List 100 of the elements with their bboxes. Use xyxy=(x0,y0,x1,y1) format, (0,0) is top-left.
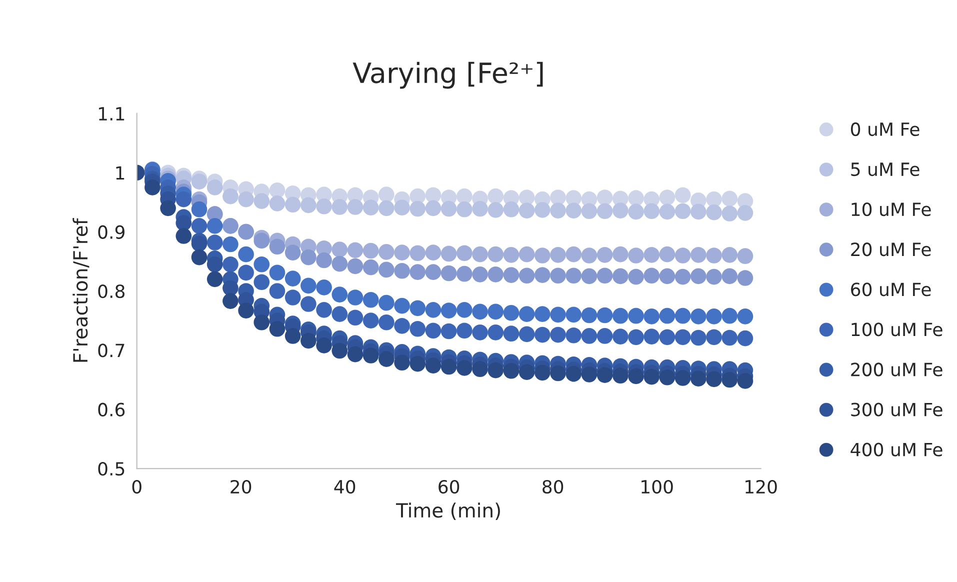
point xyxy=(362,259,379,276)
point xyxy=(628,368,644,384)
x-tick-label: 60 xyxy=(438,480,460,494)
point xyxy=(284,270,301,286)
point xyxy=(612,368,628,384)
point xyxy=(362,348,379,364)
point xyxy=(674,203,691,220)
point xyxy=(566,306,582,323)
point xyxy=(596,268,613,284)
point xyxy=(596,328,613,344)
point xyxy=(612,308,628,324)
point xyxy=(254,193,270,209)
point xyxy=(378,314,394,330)
point xyxy=(238,191,254,208)
point xyxy=(378,186,394,202)
point xyxy=(581,248,598,264)
x-tick-label: 40 xyxy=(334,480,356,494)
point xyxy=(674,268,691,285)
point xyxy=(706,371,722,388)
point xyxy=(644,246,660,263)
point xyxy=(206,234,223,250)
point xyxy=(612,268,628,284)
point xyxy=(518,202,535,218)
point xyxy=(144,180,160,196)
point xyxy=(425,187,442,204)
point xyxy=(206,180,223,196)
point xyxy=(269,264,286,281)
point xyxy=(737,204,754,221)
point xyxy=(612,328,628,344)
point xyxy=(581,307,598,324)
point xyxy=(722,206,738,222)
legend-label: 100 uM Fe xyxy=(852,322,942,336)
point xyxy=(332,342,348,359)
point xyxy=(644,203,660,220)
point xyxy=(534,306,550,322)
point xyxy=(550,190,566,206)
point xyxy=(488,362,504,378)
point xyxy=(737,270,754,286)
point xyxy=(362,200,379,216)
point xyxy=(300,296,316,312)
x-tick-label: 120 xyxy=(746,480,777,494)
point xyxy=(722,330,738,346)
point xyxy=(737,308,754,324)
point xyxy=(254,256,270,272)
point xyxy=(488,246,504,262)
point xyxy=(300,278,316,294)
point xyxy=(550,306,566,323)
point xyxy=(269,196,286,212)
point xyxy=(347,199,364,215)
point xyxy=(706,329,722,346)
point xyxy=(534,326,550,343)
point xyxy=(378,351,394,367)
point xyxy=(596,203,613,220)
point xyxy=(425,244,442,260)
point xyxy=(316,302,332,318)
point xyxy=(222,188,238,204)
point xyxy=(644,368,660,385)
point xyxy=(362,242,379,259)
point xyxy=(191,201,208,218)
point xyxy=(254,314,270,330)
point xyxy=(518,306,535,322)
y-tick-label: 0.9 xyxy=(98,225,124,239)
point xyxy=(706,248,722,264)
x-tick-label: 100 xyxy=(642,480,673,494)
y-tick-label: 0.6 xyxy=(98,402,125,416)
point xyxy=(722,308,738,324)
point xyxy=(394,262,410,279)
point xyxy=(706,268,722,285)
chart-title: Varying [Fe²⁺] xyxy=(352,62,543,89)
point xyxy=(518,326,535,342)
point xyxy=(690,204,706,220)
point xyxy=(674,329,691,346)
point xyxy=(222,256,238,272)
point xyxy=(737,248,754,264)
point xyxy=(316,198,332,214)
legend-label: 60 uM Fe xyxy=(851,282,931,296)
point xyxy=(628,248,644,264)
point xyxy=(394,244,410,260)
point xyxy=(472,246,488,262)
point xyxy=(566,327,582,344)
point xyxy=(628,329,644,346)
point xyxy=(503,201,520,218)
point xyxy=(550,326,566,343)
y-tick-label: 1 xyxy=(116,166,124,180)
point xyxy=(456,245,472,262)
point xyxy=(300,197,316,214)
point xyxy=(534,248,550,264)
point xyxy=(176,228,192,244)
y-tick-label: 0.8 xyxy=(98,284,125,298)
point xyxy=(394,318,410,334)
point xyxy=(722,372,738,388)
point xyxy=(674,308,691,324)
point xyxy=(191,249,208,266)
point xyxy=(488,266,504,282)
point xyxy=(550,246,566,263)
point xyxy=(550,202,566,218)
point xyxy=(269,182,286,198)
x-tick-label: 80 xyxy=(542,480,564,494)
point xyxy=(191,236,208,252)
point xyxy=(518,364,535,380)
